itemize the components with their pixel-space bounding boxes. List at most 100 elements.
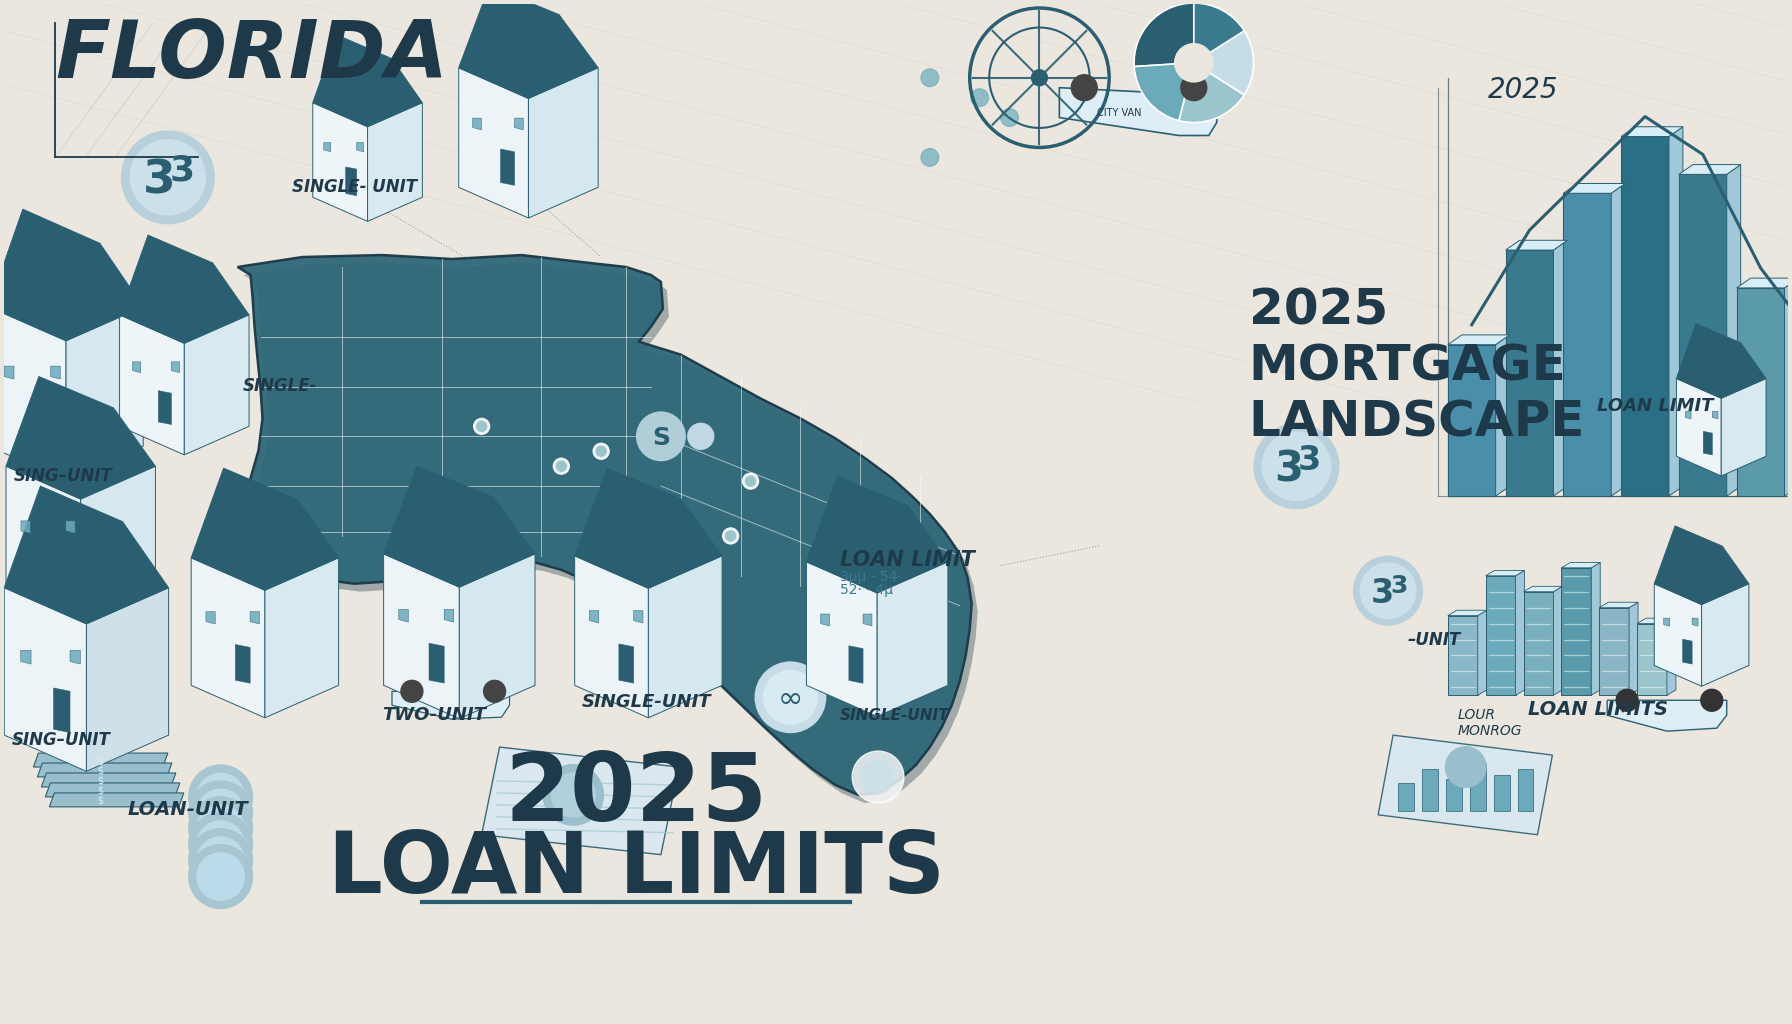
Circle shape: [1176, 44, 1213, 82]
Circle shape: [197, 805, 244, 853]
Polygon shape: [1668, 127, 1683, 496]
Wedge shape: [1193, 31, 1254, 95]
Circle shape: [745, 476, 756, 486]
Bar: [1398, 783, 1414, 811]
Circle shape: [543, 765, 604, 824]
Polygon shape: [357, 142, 364, 152]
Circle shape: [593, 443, 609, 459]
Polygon shape: [1679, 165, 1740, 174]
Polygon shape: [66, 521, 75, 534]
Circle shape: [1000, 109, 1018, 127]
Circle shape: [812, 558, 828, 573]
Polygon shape: [1667, 618, 1676, 695]
Text: LOAN LIMITS: LOAN LIMITS: [328, 828, 944, 911]
Circle shape: [742, 473, 758, 489]
Circle shape: [188, 828, 253, 893]
Text: FLORIDA: FLORIDA: [56, 16, 448, 95]
Text: TWO-UNIT: TWO-UNIT: [382, 707, 486, 724]
Polygon shape: [45, 783, 179, 797]
Polygon shape: [1496, 335, 1509, 496]
Circle shape: [688, 423, 713, 450]
Text: LOUR
MONROG: LOUR MONROG: [1457, 708, 1521, 738]
Text: 3: 3: [143, 159, 176, 204]
Polygon shape: [444, 609, 453, 622]
Text: CITY VAN: CITY VAN: [1097, 108, 1142, 118]
Polygon shape: [81, 408, 156, 499]
Polygon shape: [367, 102, 423, 221]
Polygon shape: [238, 255, 971, 795]
Polygon shape: [185, 263, 249, 343]
Polygon shape: [0, 209, 100, 341]
Polygon shape: [185, 314, 249, 455]
Polygon shape: [22, 521, 30, 534]
Polygon shape: [5, 377, 113, 499]
Polygon shape: [575, 556, 649, 718]
Circle shape: [1181, 75, 1206, 100]
Polygon shape: [1702, 584, 1749, 686]
Text: 3: 3: [1274, 449, 1303, 490]
Polygon shape: [1516, 570, 1525, 695]
Polygon shape: [120, 236, 213, 343]
Circle shape: [197, 837, 244, 885]
Polygon shape: [265, 500, 339, 590]
Polygon shape: [864, 614, 873, 626]
Circle shape: [197, 821, 244, 868]
Text: 52· - 4µ: 52· - 4µ: [840, 583, 892, 597]
Polygon shape: [849, 646, 864, 683]
Polygon shape: [575, 468, 681, 588]
Bar: [1638, 624, 1667, 695]
Polygon shape: [1683, 639, 1692, 664]
Circle shape: [636, 501, 645, 511]
Circle shape: [636, 413, 685, 460]
Bar: [1736, 288, 1785, 496]
Circle shape: [1616, 689, 1638, 712]
Polygon shape: [22, 650, 30, 665]
Text: 2025
MORTGAGE
LANDSCAPE: 2025 MORTGAGE LANDSCAPE: [1249, 287, 1584, 446]
Circle shape: [862, 588, 878, 604]
Text: LOAN LIMITS: LOAN LIMITS: [1527, 700, 1668, 719]
Circle shape: [1032, 70, 1047, 86]
Polygon shape: [634, 610, 643, 623]
Polygon shape: [314, 35, 392, 127]
Circle shape: [401, 680, 423, 702]
Circle shape: [1072, 75, 1097, 100]
Text: ∞: ∞: [778, 685, 803, 714]
Polygon shape: [392, 691, 509, 719]
Polygon shape: [0, 307, 66, 480]
Circle shape: [815, 561, 826, 570]
Polygon shape: [1785, 279, 1792, 496]
Circle shape: [853, 751, 903, 803]
Polygon shape: [1378, 735, 1552, 835]
Bar: [1505, 250, 1554, 496]
Circle shape: [1360, 563, 1416, 618]
Polygon shape: [1486, 570, 1525, 575]
Polygon shape: [1554, 587, 1563, 695]
Polygon shape: [590, 610, 599, 623]
Polygon shape: [876, 506, 948, 593]
Text: S: S: [652, 426, 670, 451]
Circle shape: [1446, 748, 1486, 786]
Polygon shape: [86, 521, 168, 624]
Polygon shape: [821, 614, 830, 626]
Polygon shape: [400, 609, 409, 622]
Polygon shape: [1686, 412, 1692, 419]
Polygon shape: [50, 793, 185, 807]
Polygon shape: [649, 499, 722, 588]
Polygon shape: [1611, 183, 1625, 496]
Polygon shape: [473, 118, 482, 130]
Circle shape: [197, 853, 244, 900]
Polygon shape: [1629, 602, 1638, 695]
Polygon shape: [192, 558, 265, 718]
Polygon shape: [529, 68, 599, 218]
Bar: [1622, 136, 1668, 496]
Polygon shape: [383, 466, 493, 587]
Circle shape: [122, 131, 213, 223]
Polygon shape: [367, 58, 423, 127]
Circle shape: [188, 845, 253, 908]
Text: LOAN-UNIT: LOAN-UNIT: [127, 800, 249, 819]
Wedge shape: [1134, 62, 1193, 121]
Polygon shape: [1702, 546, 1749, 604]
Polygon shape: [314, 102, 367, 221]
Polygon shape: [206, 611, 215, 624]
Text: 3: 3: [1297, 443, 1321, 477]
